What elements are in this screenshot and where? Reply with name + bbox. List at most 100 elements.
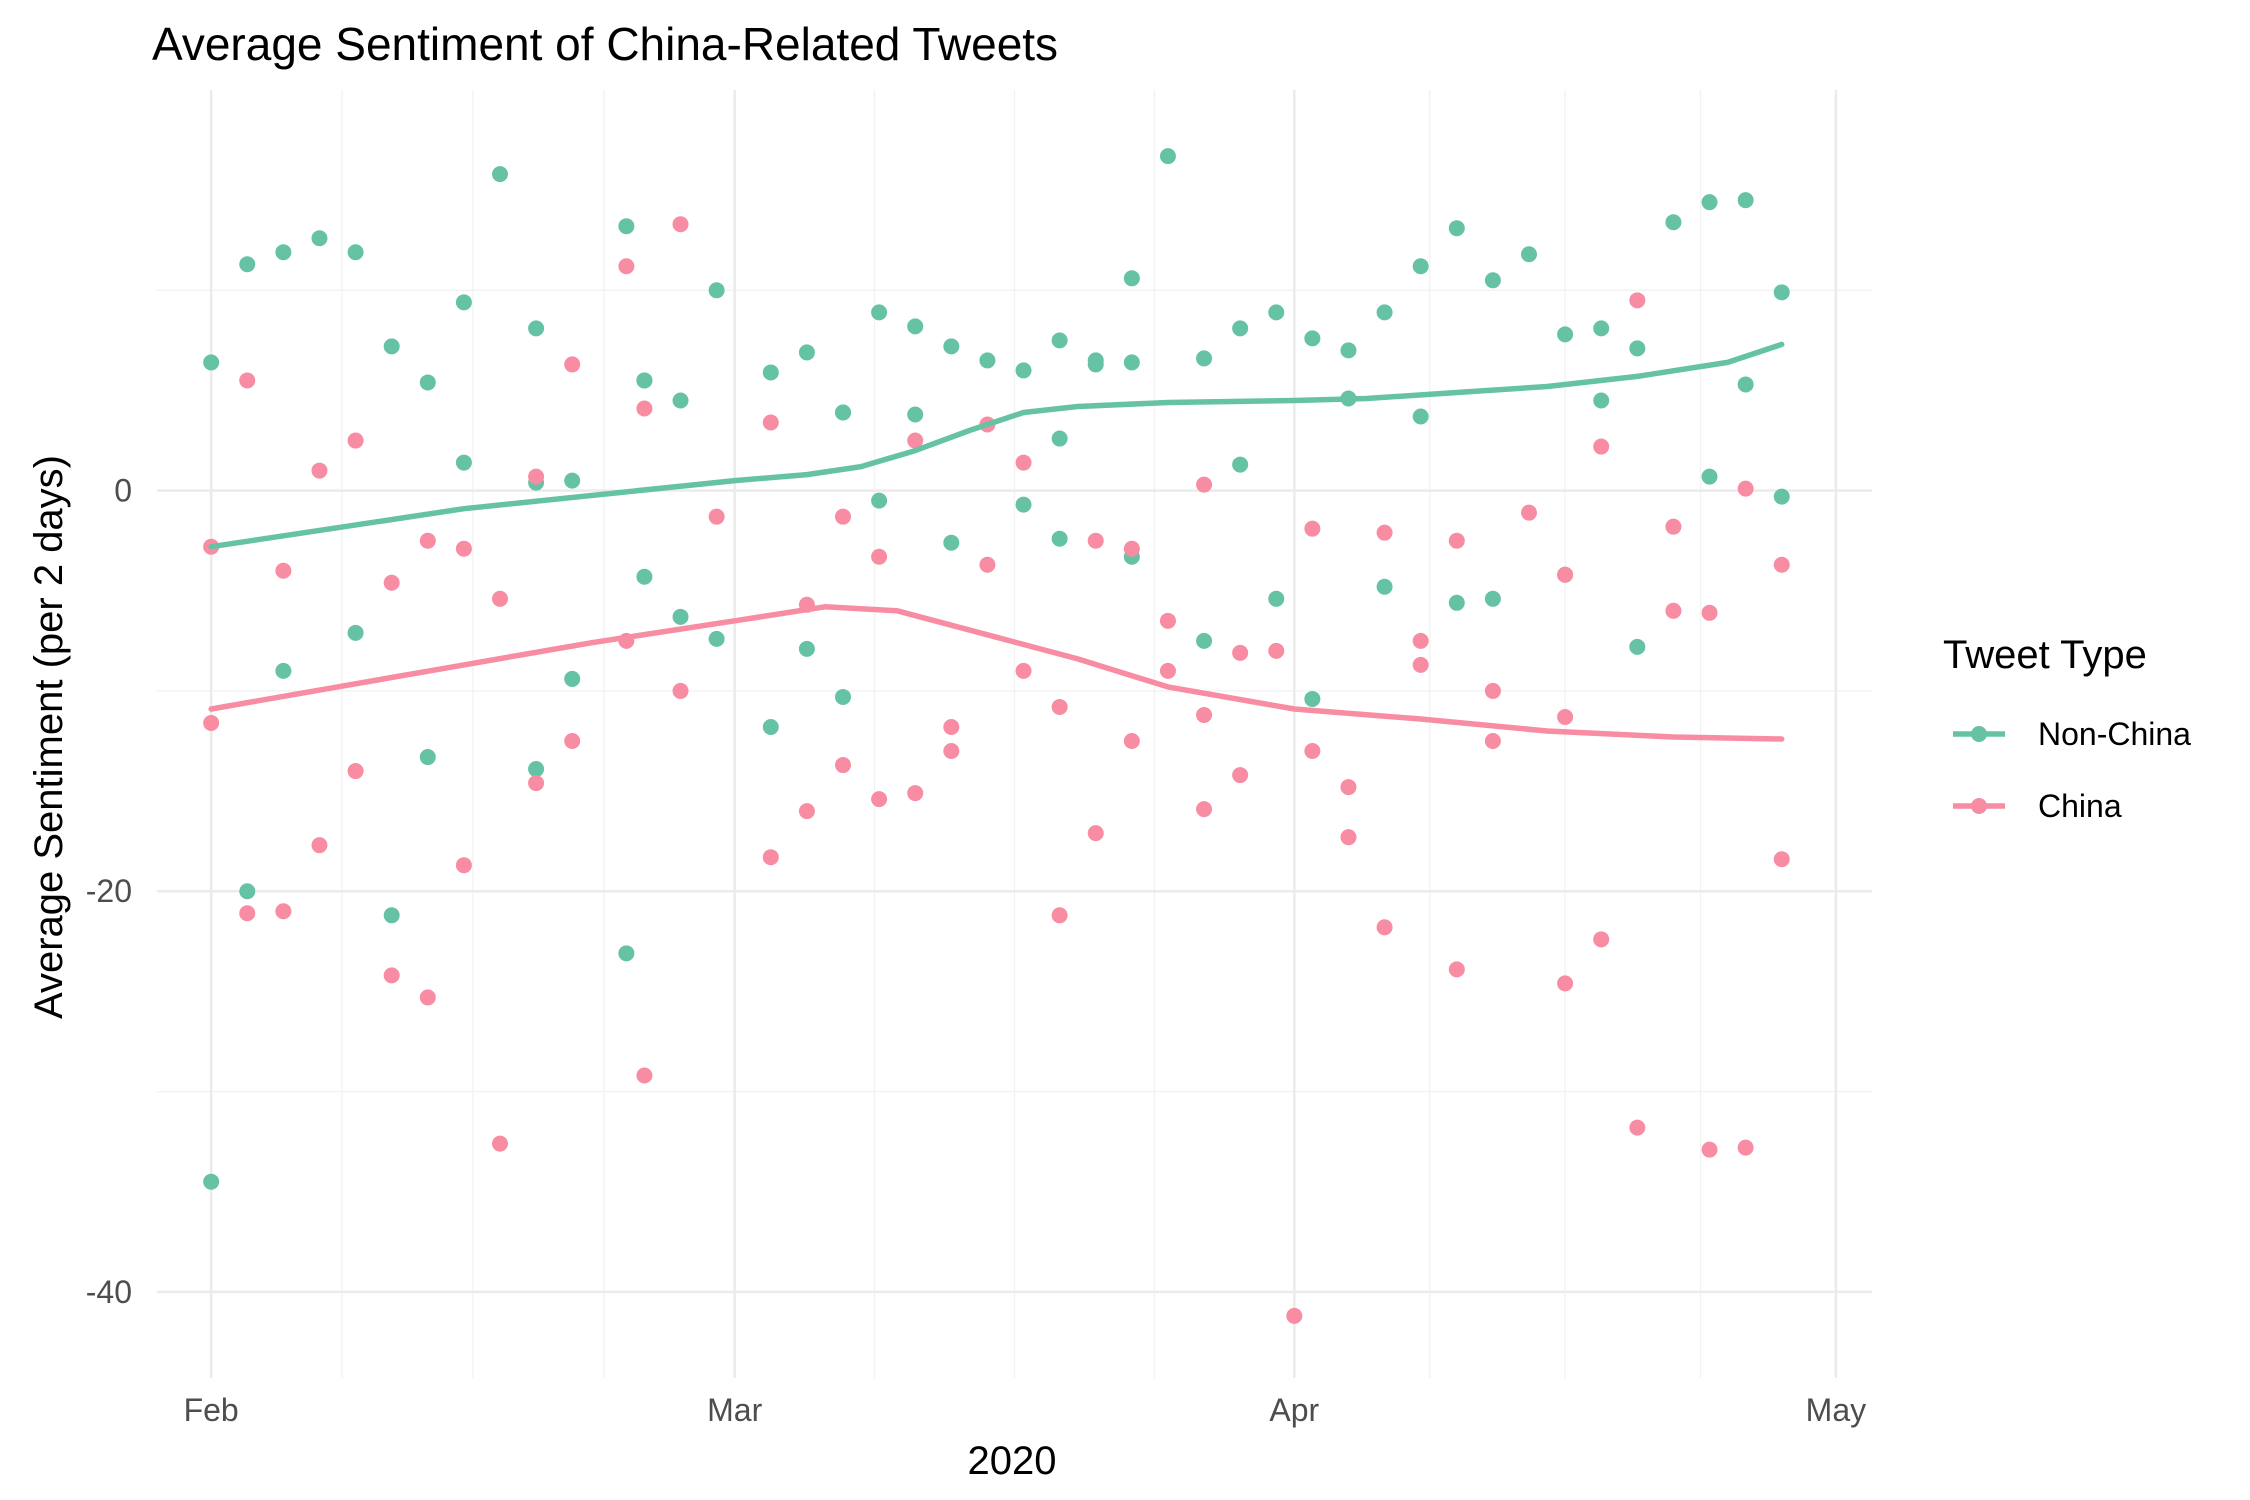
data-point bbox=[528, 468, 545, 485]
data-point bbox=[1557, 566, 1574, 583]
legend-key-point bbox=[1971, 798, 1987, 814]
series-non-china bbox=[203, 148, 1790, 1190]
data-point bbox=[455, 454, 472, 471]
data-point bbox=[1051, 430, 1068, 447]
data-point bbox=[871, 304, 888, 321]
data-point bbox=[1087, 532, 1104, 549]
data-point bbox=[636, 568, 653, 585]
data-point bbox=[1701, 604, 1718, 621]
data-point bbox=[1484, 682, 1501, 699]
data-point bbox=[347, 432, 364, 449]
data-point bbox=[1448, 220, 1465, 237]
data-point bbox=[1268, 642, 1285, 659]
data-point bbox=[708, 630, 725, 647]
data-point bbox=[311, 837, 328, 854]
data-point bbox=[1557, 708, 1574, 725]
data-point bbox=[1051, 698, 1068, 715]
legend-label: Non-China bbox=[2038, 716, 2191, 752]
data-point bbox=[1196, 476, 1213, 493]
data-point bbox=[528, 775, 545, 792]
data-point bbox=[203, 714, 220, 731]
data-point bbox=[907, 432, 924, 449]
data-point bbox=[1484, 590, 1501, 607]
data-point bbox=[1593, 438, 1610, 455]
data-point bbox=[1196, 801, 1213, 818]
data-point bbox=[1376, 304, 1393, 321]
data-point bbox=[419, 532, 436, 549]
data-point bbox=[1123, 540, 1140, 557]
data-point bbox=[1701, 1141, 1718, 1158]
data-point bbox=[1701, 194, 1718, 211]
data-point bbox=[1376, 578, 1393, 595]
data-point bbox=[943, 718, 960, 735]
trend-line bbox=[208, 604, 1785, 742]
data-point bbox=[1593, 320, 1610, 337]
y-axis-title: Average Sentiment (per 2 days) bbox=[27, 455, 71, 1019]
data-point bbox=[383, 338, 400, 355]
data-point bbox=[835, 757, 851, 774]
data-point bbox=[1196, 706, 1213, 723]
data-point bbox=[1557, 975, 1574, 992]
data-point bbox=[492, 1135, 508, 1152]
data-point bbox=[1232, 644, 1249, 661]
data-point bbox=[383, 967, 400, 984]
data-point bbox=[1376, 919, 1393, 936]
data-point bbox=[907, 318, 924, 335]
data-point bbox=[1123, 354, 1140, 371]
data-point bbox=[419, 989, 436, 1006]
data-point bbox=[1484, 733, 1501, 750]
data-point bbox=[528, 761, 545, 778]
data-point bbox=[1412, 408, 1429, 425]
data-point bbox=[1412, 632, 1429, 649]
data-point bbox=[1015, 496, 1032, 513]
data-point bbox=[1773, 556, 1790, 573]
data-point bbox=[275, 244, 292, 261]
x-tick-label: May bbox=[1806, 1392, 1866, 1428]
data-point bbox=[1015, 362, 1032, 379]
data-point bbox=[1232, 767, 1249, 784]
data-point bbox=[1340, 829, 1357, 846]
data-point bbox=[564, 733, 581, 750]
data-point bbox=[1773, 284, 1790, 301]
data-point bbox=[1629, 638, 1646, 655]
data-point bbox=[492, 166, 508, 183]
y-tick-label: 0 bbox=[114, 473, 132, 509]
data-point bbox=[708, 508, 725, 525]
data-point bbox=[239, 256, 256, 273]
data-point bbox=[1448, 532, 1465, 549]
data-point bbox=[979, 556, 996, 573]
x-tick-label: Mar bbox=[707, 1392, 762, 1428]
data-point bbox=[636, 372, 653, 389]
data-point bbox=[239, 372, 256, 389]
data-point bbox=[275, 662, 292, 679]
trend-line bbox=[208, 341, 1785, 550]
data-point bbox=[798, 640, 815, 657]
data-point bbox=[762, 414, 779, 431]
data-point bbox=[871, 548, 888, 565]
legend-item: China bbox=[1953, 788, 2122, 824]
data-point bbox=[1448, 594, 1465, 611]
data-point bbox=[1051, 530, 1068, 547]
plot-grid bbox=[157, 90, 1872, 1378]
data-point bbox=[419, 749, 436, 766]
data-point bbox=[672, 682, 689, 699]
data-point bbox=[455, 540, 472, 557]
data-point bbox=[528, 320, 545, 337]
data-point bbox=[1123, 270, 1140, 287]
data-point bbox=[672, 216, 689, 233]
data-point bbox=[1159, 612, 1176, 629]
data-point bbox=[311, 230, 328, 247]
data-point bbox=[1304, 743, 1321, 760]
legend-key-point bbox=[1971, 726, 1987, 742]
data-point bbox=[492, 590, 508, 607]
data-point bbox=[1412, 656, 1429, 673]
data-point bbox=[672, 392, 689, 409]
data-point bbox=[1521, 246, 1537, 263]
data-point bbox=[1737, 376, 1754, 393]
data-point bbox=[798, 344, 815, 361]
data-point bbox=[383, 907, 400, 924]
data-point bbox=[1087, 825, 1104, 842]
data-point bbox=[636, 400, 653, 417]
data-point bbox=[1232, 320, 1249, 337]
